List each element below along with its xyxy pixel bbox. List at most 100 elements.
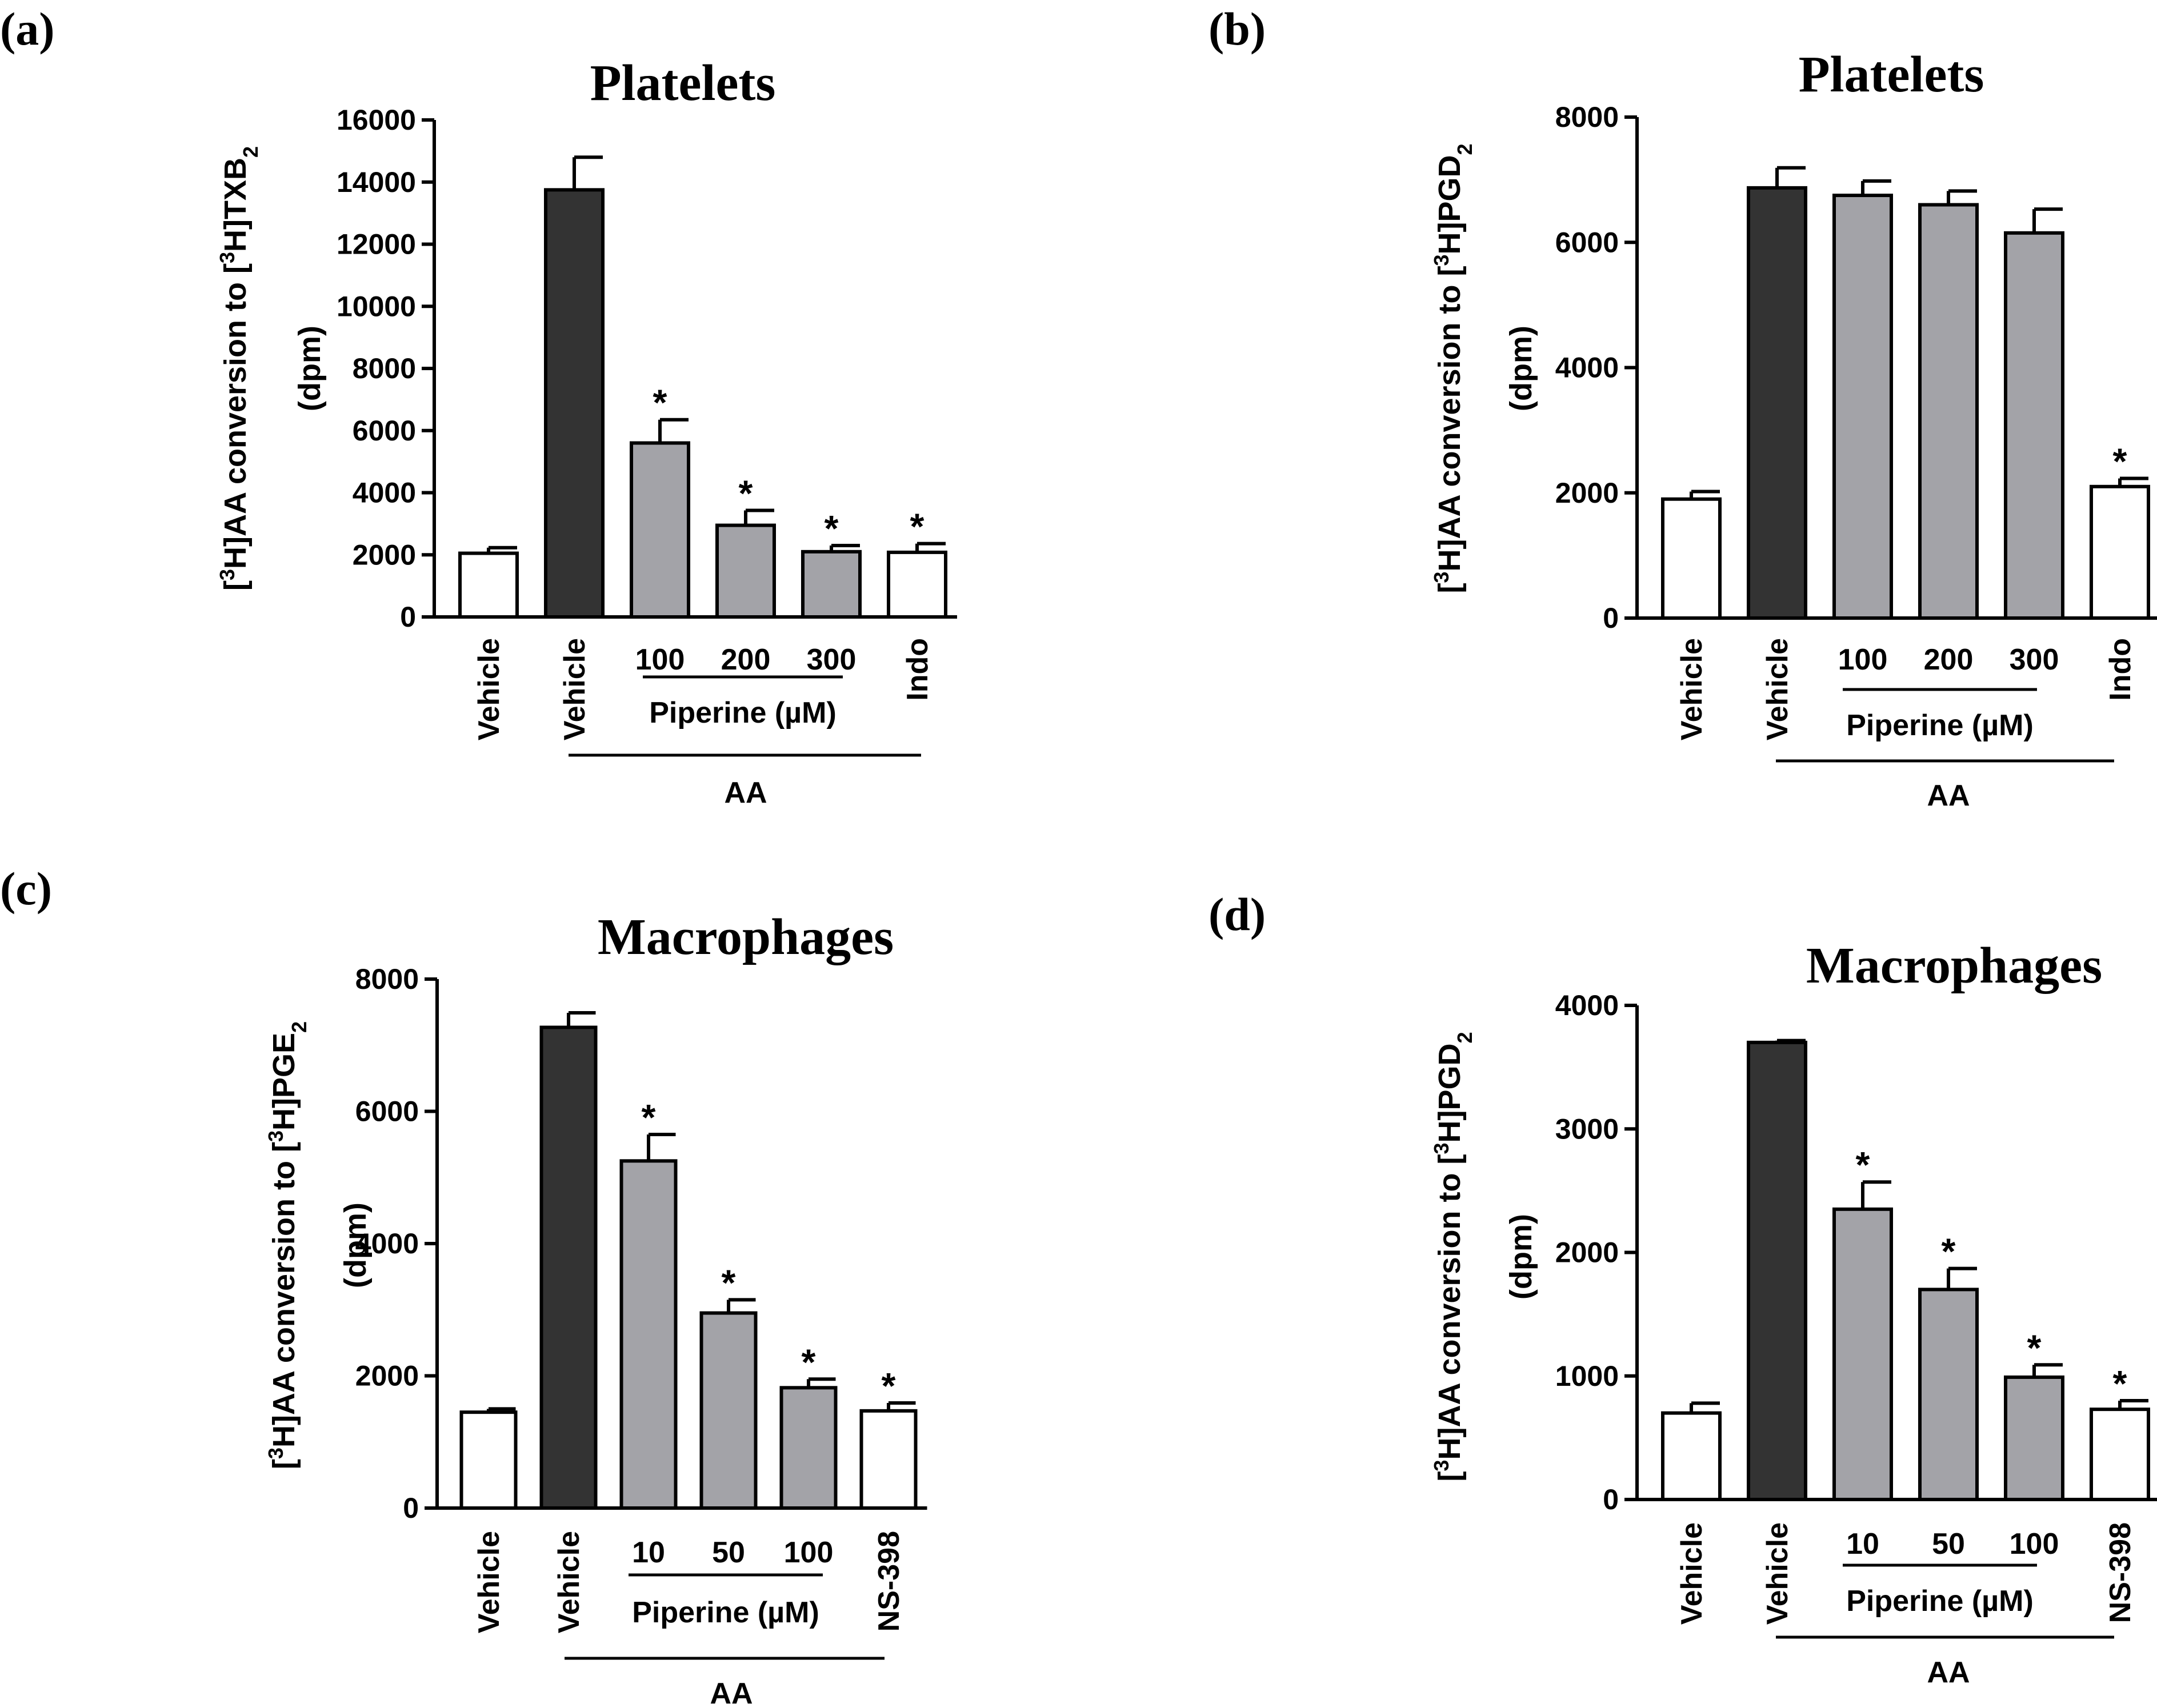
panel-title: Macrophages (1806, 937, 2102, 994)
y-axis-label-sup: 3 (1430, 572, 1453, 583)
aa-group-label: AA (724, 776, 767, 809)
y-axis-label-prefix: [ (1432, 1472, 1467, 1482)
y-axis-label-rest: H]PGD (1432, 1043, 1467, 1142)
significance-star: * (739, 472, 753, 514)
y-axis-label: [3H]AA conversion to [3H]TXB2 (215, 146, 262, 591)
bar (544, 188, 605, 619)
x-category-label: 10 (632, 1536, 665, 1569)
panel-letter: (b) (1208, 3, 1266, 55)
bar (1661, 497, 1722, 620)
y-tick-label: 6000 (355, 1096, 419, 1128)
y-axis-label-sup2: 3 (215, 252, 239, 263)
y-axis-units: (dpm) (293, 326, 327, 411)
y-axis-label-sub: 2 (1453, 143, 1476, 155)
significance-star: * (910, 506, 925, 547)
panel-2: (b) Platelets 0 2000 4000 6000 8000 [3H]AA conv… (1208, 3, 2157, 812)
y-tick-label: 6000 (353, 415, 416, 447)
y-tick-label: 0 (1603, 1484, 1619, 1515)
bar (459, 1410, 518, 1510)
y-tick-label: 8000 (353, 352, 416, 384)
y-axis-label-rest: H]PGD (1432, 155, 1467, 254)
bar (699, 1311, 758, 1510)
y-axis-units: (dpm) (338, 1202, 373, 1288)
panel-letter: (c) (0, 863, 52, 915)
significance-star: * (825, 508, 839, 549)
x-category-label: 100 (1838, 643, 1888, 676)
x-category-label: Vehicle (558, 638, 591, 740)
y-axis-label: [3H]AA conversion to [3H]PGD2 (1430, 143, 1476, 593)
bar (801, 550, 862, 619)
panel-3: (c) Macrophages 0 2000 4000 6000 8000 [3H]AA co… (0, 863, 927, 1708)
bar (1661, 1411, 1722, 1501)
bar (1918, 1288, 1979, 1501)
bar (1832, 194, 1893, 620)
y-axis-label: [3H]AA conversion to [3H]PGD2 (1430, 1032, 1476, 1481)
y-axis-label-sub: 2 (239, 146, 262, 158)
y-axis-label-prefix: [ (218, 580, 253, 591)
x-category-label: Vehicle (1675, 638, 1708, 740)
y-tick-label: 8000 (355, 963, 419, 995)
y-tick-label: 2000 (353, 539, 416, 571)
y-axis-label-sup: 3 (264, 1448, 287, 1459)
bar (1747, 186, 1807, 620)
significance-star: * (2113, 1363, 2127, 1404)
y-tick-label: 10000 (337, 290, 416, 322)
x-category-label: 10 (1846, 1527, 1879, 1561)
y-tick-label: 1000 (1555, 1360, 1619, 1392)
x-category-label: 100 (784, 1536, 834, 1569)
significance-star: * (1856, 1144, 1870, 1185)
x-category-label: 50 (1932, 1527, 1965, 1561)
y-tick-label: 3000 (1555, 1113, 1619, 1145)
bar (859, 1409, 918, 1510)
bar (539, 1025, 598, 1510)
bar (2004, 231, 2064, 620)
x-category-label: Indo (901, 638, 934, 701)
y-axis-label-prefix: [ (1432, 583, 1467, 594)
x-category-label: 100 (635, 643, 685, 676)
panel-1: (a) Platelets 0 2000 4000 6000 8000 10000 12000 1… (0, 3, 957, 809)
x-category-label: Indo (2104, 638, 2137, 701)
y-tick-label: 6000 (1555, 226, 1619, 258)
y-tick-label: 14000 (337, 166, 416, 198)
x-category-label: Vehicle (1675, 1522, 1708, 1625)
significance-star: * (722, 1262, 736, 1303)
y-axis-label-sup: 3 (1430, 1460, 1453, 1472)
y-axis-label-mid: H]AA conversion to [ (1432, 1154, 1467, 1460)
aa-group-label: AA (1927, 779, 1970, 812)
y-tick-label: 4000 (1555, 352, 1619, 384)
piperine-label: Piperine (µM) (632, 1596, 819, 1629)
y-axis-units: (dpm) (1504, 1214, 1538, 1300)
y-axis-label-sub: 2 (1453, 1032, 1476, 1043)
bar (630, 441, 690, 619)
bar (1832, 1207, 1893, 1501)
x-category-label: NS-398 (2104, 1522, 2137, 1623)
y-axis-label-mid: H]AA conversion to [ (267, 1142, 301, 1448)
y-tick-label: 4000 (1555, 989, 1619, 1021)
y-axis-label-prefix: [ (267, 1459, 301, 1469)
x-category-label: 200 (1924, 643, 1974, 676)
y-tick-label: 4000 (355, 1228, 419, 1260)
aa-group-label: AA (1927, 1656, 1970, 1689)
x-category-label: Vehicle (1761, 638, 1794, 740)
bar (887, 550, 947, 619)
bar (2090, 484, 2150, 620)
significance-star: * (2027, 1327, 2042, 1368)
piperine-label: Piperine (µM) (649, 696, 837, 729)
y-tick-label: 0 (400, 601, 416, 633)
significance-star: * (1942, 1231, 1956, 1272)
piperine-label: Piperine (µM) (1846, 709, 2034, 742)
bar (2004, 1375, 2064, 1502)
y-tick-label: 2000 (355, 1360, 419, 1392)
y-axis-label-sub: 2 (287, 1021, 311, 1033)
bar (1918, 203, 1979, 620)
x-category-label: 50 (712, 1536, 745, 1569)
x-category-label: Vehicle (553, 1531, 586, 1633)
significance-star: * (2113, 441, 2127, 482)
aa-group-label: AA (710, 1677, 753, 1708)
significance-star: * (642, 1097, 656, 1138)
y-axis-label-rest: H]PGE (267, 1033, 301, 1130)
x-category-label: Vehicle (473, 1531, 506, 1633)
bar (715, 523, 776, 619)
panel-title: Platelets (1799, 46, 1984, 103)
